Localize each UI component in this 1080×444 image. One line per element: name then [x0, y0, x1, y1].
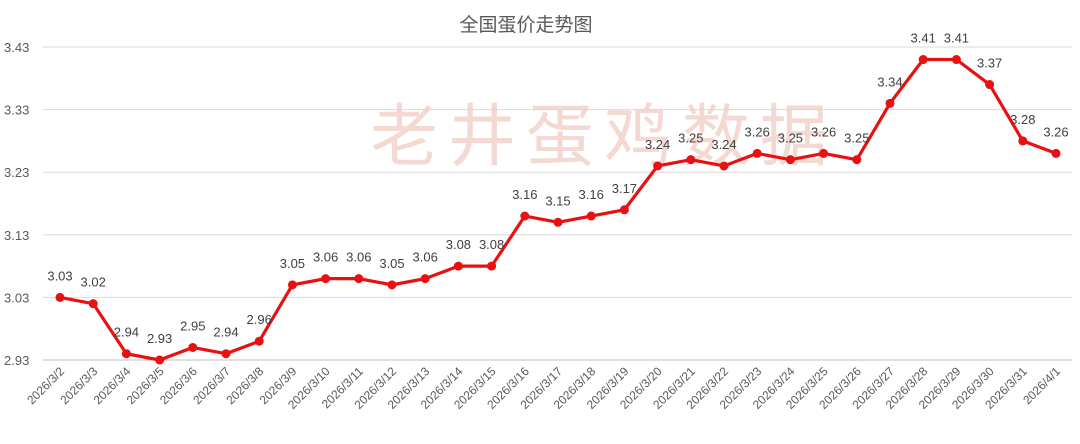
- data-point: [487, 261, 497, 271]
- data-point: [985, 80, 995, 90]
- data-label: 3.26: [811, 124, 836, 139]
- y-tick-label: 3.33: [4, 103, 29, 118]
- watermark: 老井蛋鸡数据: [370, 98, 838, 177]
- data-label: 3.28: [1010, 112, 1035, 127]
- data-point: [155, 355, 165, 365]
- data-label: 3.37: [977, 56, 1002, 71]
- data-label: 3.03: [47, 268, 72, 283]
- y-tick-label: 3.03: [4, 290, 29, 305]
- y-tick-label: 3.43: [4, 40, 29, 55]
- data-label: 2.93: [147, 331, 172, 346]
- data-point: [553, 217, 563, 227]
- data-point: [254, 336, 264, 346]
- y-axis-ticks: 2.93 3.03 3.13 3.23 3.33 3.43: [4, 40, 29, 368]
- data-point: [354, 274, 364, 284]
- data-point: [1051, 148, 1061, 158]
- data-point: [951, 55, 961, 65]
- data-label: 3.08: [479, 237, 504, 252]
- data-point: [918, 55, 928, 65]
- data-label: 3.15: [545, 193, 570, 208]
- data-point: [586, 211, 596, 221]
- data-point: [321, 274, 331, 284]
- data-point: [520, 211, 530, 221]
- data-point: [387, 280, 397, 290]
- data-point: [188, 342, 198, 352]
- data-label: 3.05: [379, 256, 404, 271]
- data-point: [453, 261, 463, 271]
- data-label: 3.24: [645, 137, 670, 152]
- y-tick-label: 3.23: [4, 165, 29, 180]
- data-label: 3.26: [1043, 124, 1068, 139]
- data-point: [287, 280, 297, 290]
- data-label: 3.16: [512, 187, 537, 202]
- data-label: 3.08: [446, 237, 471, 252]
- data-label: 3.26: [745, 124, 770, 139]
- data-label: 3.25: [778, 131, 803, 146]
- series-points: [55, 55, 1061, 365]
- data-label: 3.02: [81, 275, 106, 290]
- data-label: 3.16: [579, 187, 604, 202]
- data-point: [653, 161, 663, 171]
- data-label: 2.96: [247, 312, 272, 327]
- data-point: [852, 155, 862, 165]
- data-point: [121, 349, 131, 359]
- y-tick-label: 2.93: [4, 353, 29, 368]
- data-label: 3.34: [877, 74, 902, 89]
- data-label: 3.41: [911, 31, 936, 46]
- data-point: [221, 349, 231, 359]
- data-point: [55, 292, 65, 302]
- data-label: 3.06: [313, 250, 338, 265]
- data-point: [885, 98, 895, 108]
- data-point: [752, 148, 762, 158]
- data-point: [686, 155, 696, 165]
- data-label: 2.95: [180, 318, 205, 333]
- data-label: 2.94: [213, 325, 238, 340]
- data-point: [619, 205, 629, 215]
- data-point: [719, 161, 729, 171]
- x-tick-label: 2026/4/1: [1020, 364, 1063, 407]
- data-label: 3.41: [944, 31, 969, 46]
- x-axis-ticks: 2026/3/22026/3/32026/3/42026/3/52026/3/6…: [24, 364, 1063, 412]
- data-label: 3.06: [346, 250, 371, 265]
- y-tick-label: 3.13: [4, 228, 29, 243]
- data-label: 2.94: [114, 325, 139, 340]
- data-point: [785, 155, 795, 165]
- data-label: 3.05: [280, 256, 305, 271]
- data-label: 3.24: [711, 137, 736, 152]
- data-label: 3.25: [678, 131, 703, 146]
- data-point: [88, 299, 98, 309]
- data-point: [819, 148, 829, 158]
- data-labels: 3.03 3.02 2.94 2.93 2.95 2.94 2.96 3.05 3.06 3.06…: [47, 31, 1068, 346]
- gridlines: [43, 46, 1072, 361]
- data-label: 3.17: [612, 181, 637, 196]
- data-point: [1018, 136, 1028, 146]
- data-label: 3.06: [413, 250, 438, 265]
- data-point: [420, 274, 430, 284]
- chart-title: 全国蛋价走势图: [459, 14, 592, 36]
- data-label: 3.25: [844, 131, 869, 146]
